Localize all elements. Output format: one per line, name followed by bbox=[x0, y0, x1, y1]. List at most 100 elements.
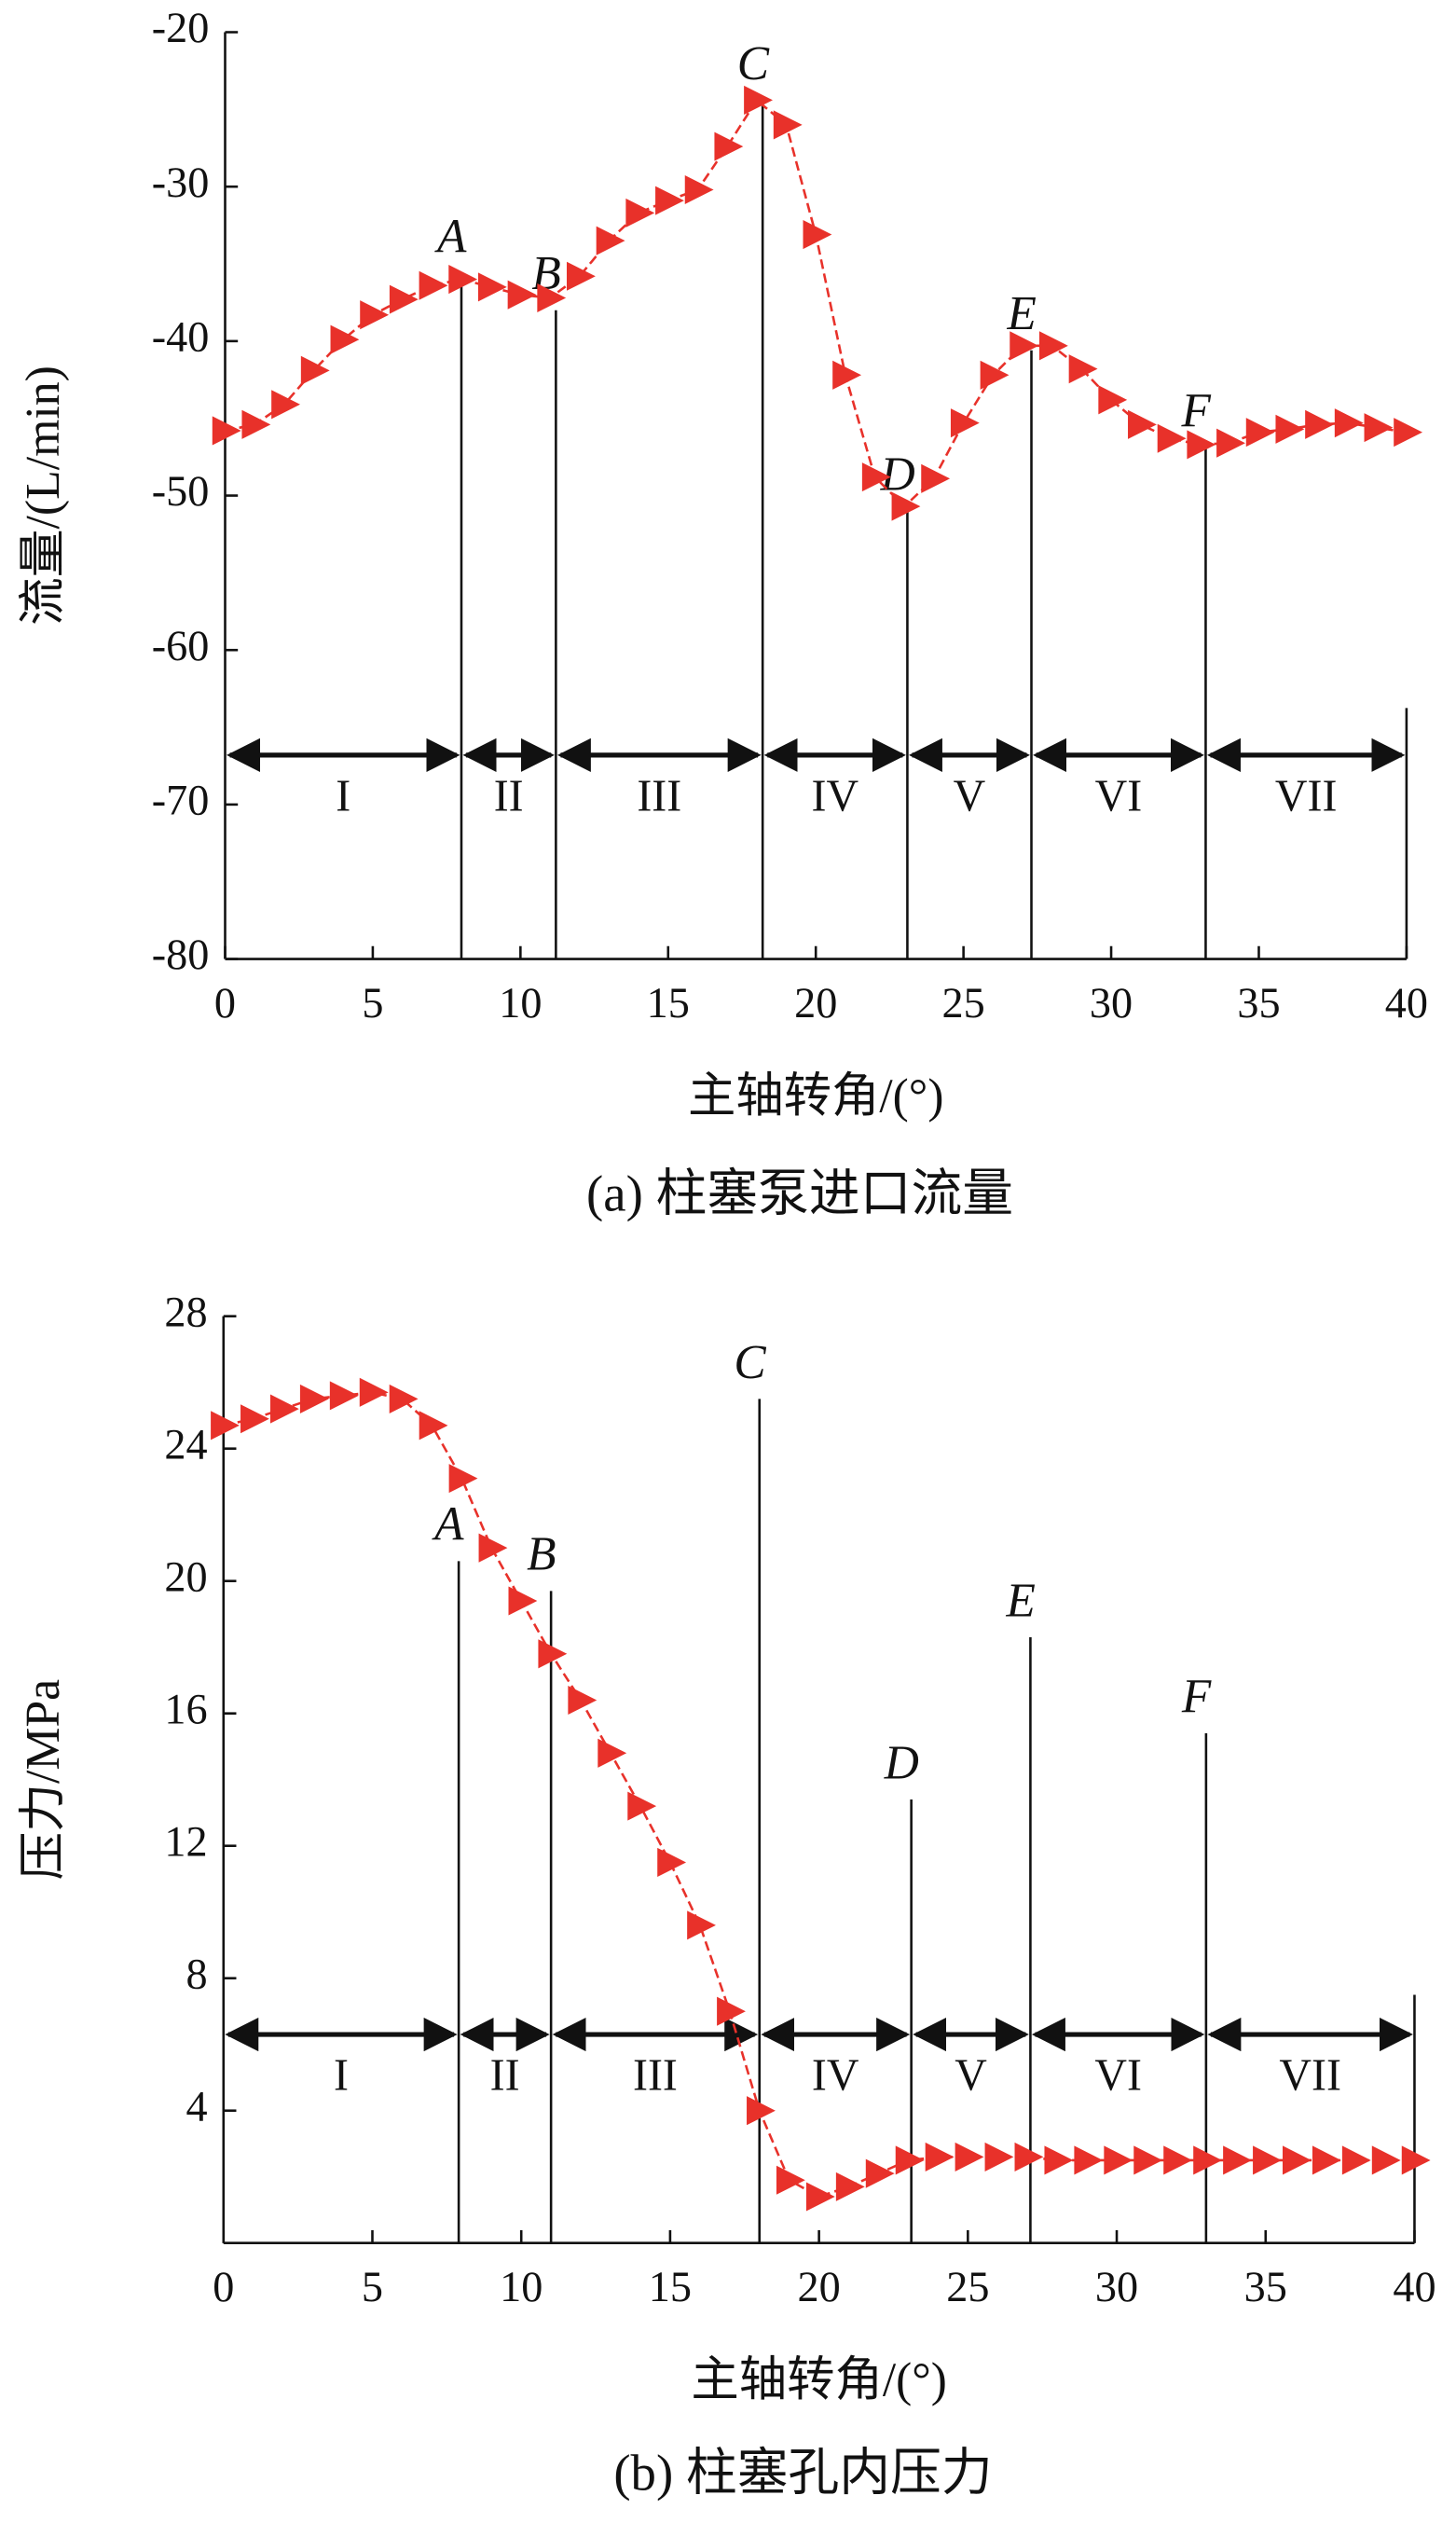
data-point bbox=[477, 272, 507, 302]
data-point bbox=[1282, 2145, 1312, 2175]
point-label: E bbox=[1005, 1574, 1035, 1627]
phase-label: IV bbox=[812, 771, 859, 820]
x-tick-label: 10 bbox=[500, 2264, 543, 2311]
data-point bbox=[389, 284, 419, 314]
data-point bbox=[861, 462, 891, 492]
data-point bbox=[625, 198, 655, 227]
point-label: D bbox=[884, 1736, 919, 1789]
y-tick-label: 20 bbox=[164, 1553, 207, 1601]
x-tick-label: 10 bbox=[499, 980, 542, 1027]
data-point bbox=[627, 1791, 657, 1821]
data-point bbox=[1128, 409, 1157, 439]
data-point bbox=[1133, 2145, 1163, 2175]
x-tick-label: 5 bbox=[362, 2264, 383, 2311]
data-point bbox=[1038, 331, 1068, 361]
data-point bbox=[419, 270, 448, 300]
phase-label: III bbox=[637, 771, 681, 820]
point-label: A bbox=[432, 1498, 464, 1551]
phase-label: IV bbox=[812, 2050, 859, 2100]
data-point bbox=[329, 1381, 359, 1411]
point-label: F bbox=[1181, 1670, 1212, 1723]
phase-label: V bbox=[955, 2050, 987, 2100]
data-point bbox=[684, 174, 714, 205]
data-point bbox=[955, 2142, 984, 2171]
phase-label: VII bbox=[1275, 771, 1338, 820]
data-point bbox=[1223, 2145, 1252, 2175]
data-point bbox=[241, 409, 271, 439]
data-point bbox=[1394, 418, 1423, 448]
data-point bbox=[448, 265, 478, 295]
phase-label: III bbox=[633, 2050, 678, 2100]
data-point bbox=[805, 2182, 835, 2212]
data-point bbox=[655, 186, 684, 215]
y-tick-label: -80 bbox=[152, 931, 210, 979]
data-point bbox=[1312, 2145, 1341, 2175]
data-point bbox=[835, 2171, 865, 2201]
data-point bbox=[1074, 2145, 1104, 2175]
phase-label: I bbox=[336, 771, 350, 820]
y-axis-label: 流量/(L/min) bbox=[17, 365, 70, 626]
data-point bbox=[891, 491, 921, 521]
x-tick-label: 25 bbox=[942, 980, 985, 1027]
data-point bbox=[299, 1384, 329, 1413]
x-tick-label: 15 bbox=[649, 2264, 692, 2311]
data-point bbox=[717, 1996, 746, 2026]
y-tick-label: -50 bbox=[152, 468, 210, 516]
phase-label: VII bbox=[1279, 2050, 1341, 2100]
data-point bbox=[1104, 2145, 1133, 2175]
data-point bbox=[657, 1847, 687, 1877]
data-point bbox=[507, 280, 537, 310]
data-point bbox=[1014, 2142, 1044, 2171]
data-point bbox=[1305, 409, 1334, 439]
data-point bbox=[211, 1411, 240, 1441]
phase-label: VI bbox=[1094, 2050, 1142, 2100]
data-point bbox=[419, 1411, 448, 1441]
data-point bbox=[478, 1533, 508, 1563]
y-tick-label: -30 bbox=[152, 159, 210, 207]
data-point bbox=[895, 2145, 925, 2175]
data-point bbox=[538, 1639, 568, 1669]
data-point bbox=[1364, 413, 1394, 443]
point-label: E bbox=[1007, 287, 1037, 340]
data-point bbox=[925, 2142, 955, 2171]
x-tick-label: 20 bbox=[794, 980, 837, 1027]
data-point bbox=[1068, 354, 1098, 384]
data-point bbox=[567, 261, 596, 291]
data-point bbox=[300, 355, 330, 385]
point-label: B bbox=[527, 1528, 556, 1581]
y-tick-label: 24 bbox=[164, 1421, 207, 1468]
data-point bbox=[596, 226, 625, 255]
data-point bbox=[980, 360, 1010, 390]
phase-label: I bbox=[334, 2050, 349, 2100]
x-tick-label: 5 bbox=[362, 980, 383, 1027]
data-point bbox=[271, 390, 300, 420]
data-point bbox=[598, 1738, 627, 1768]
y-tick-label: -60 bbox=[152, 623, 210, 670]
data-point bbox=[1341, 2145, 1371, 2175]
data-point bbox=[568, 1685, 598, 1716]
data-point bbox=[773, 110, 803, 140]
y-tick-label: -70 bbox=[152, 777, 210, 824]
data-point bbox=[389, 1384, 419, 1413]
data-point bbox=[1245, 418, 1275, 448]
phase-label: II bbox=[494, 771, 524, 820]
data-point bbox=[240, 1404, 269, 1434]
data-point bbox=[744, 85, 773, 115]
x-tick-label: 30 bbox=[1090, 980, 1133, 1027]
caption: (b) 柱塞孔内压力 bbox=[613, 2444, 992, 2501]
data-point bbox=[921, 463, 951, 493]
y-tick-label: 8 bbox=[186, 1951, 208, 1998]
data-point bbox=[803, 220, 832, 250]
data-point bbox=[1193, 2145, 1223, 2175]
data-point bbox=[1216, 428, 1245, 458]
data-point bbox=[776, 2165, 805, 2195]
data-point bbox=[448, 1464, 478, 1494]
point-label: F bbox=[1180, 384, 1211, 437]
phase-label: V bbox=[954, 771, 986, 820]
x-axis-label: 主轴转角/(°) bbox=[691, 2353, 946, 2406]
point-label: C bbox=[737, 37, 770, 90]
y-tick-label: 28 bbox=[164, 1289, 207, 1336]
x-tick-label: 0 bbox=[213, 2264, 234, 2311]
